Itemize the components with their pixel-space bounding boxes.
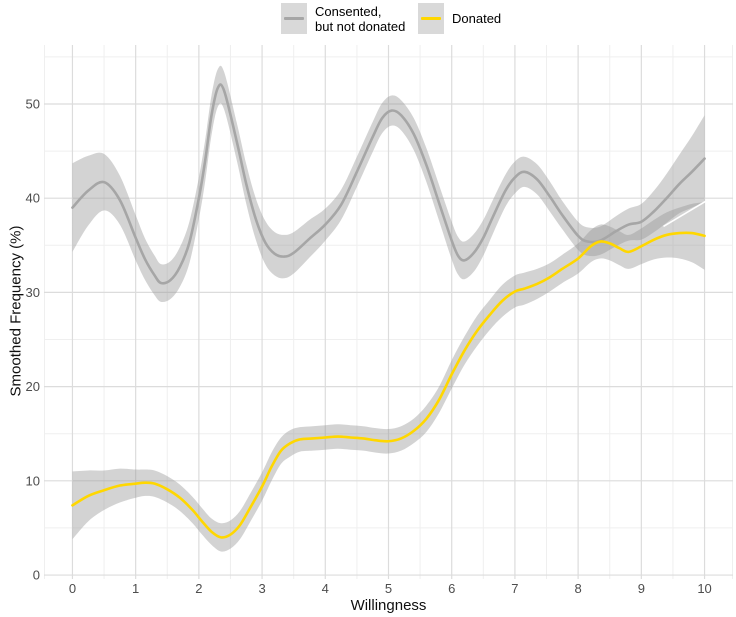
legend-key-donated xyxy=(418,3,444,34)
x-axis-title: Willingness xyxy=(350,597,427,614)
y-tick-label: 10 xyxy=(26,473,40,488)
legend-key-consented xyxy=(281,3,307,34)
smooth-line-consented xyxy=(71,83,706,285)
ribbon-edge-streak xyxy=(663,199,709,228)
x-tick-label: 9 xyxy=(638,581,645,596)
confidence-ribbon-consented xyxy=(72,65,705,303)
gray-line-icon xyxy=(284,17,304,20)
legend-label-consented: Consented, but not donated xyxy=(315,4,405,34)
legend-label-donated: Donated xyxy=(452,11,502,26)
y-tick-label: 50 xyxy=(26,96,40,111)
legend-item-consented: Consented, but not donated xyxy=(281,3,405,34)
smooth-line-donated xyxy=(71,231,706,539)
yellow-line-icon xyxy=(421,17,441,20)
y-axis-title: Smoothed Frequency (%) xyxy=(7,225,25,397)
legend-item-donated: Donated xyxy=(418,3,501,34)
x-tick-label: 7 xyxy=(511,581,518,596)
x-tick-label: 8 xyxy=(575,581,582,596)
legend-label-line2: but not donated xyxy=(315,18,406,34)
x-tick-label: 5 xyxy=(385,581,392,596)
y-tick-label: 40 xyxy=(26,191,40,206)
confidence-ribbon-donated xyxy=(72,201,705,552)
y-tick-label: 20 xyxy=(26,379,40,394)
legend-label-line1: Consented, xyxy=(315,3,382,19)
y-tick-label: 30 xyxy=(26,285,40,300)
x-tick-label: 1 xyxy=(132,581,139,596)
x-tick-label: 10 xyxy=(697,581,711,596)
x-tick-label: 6 xyxy=(448,581,455,596)
x-tick-label: 3 xyxy=(258,581,265,596)
x-tick-label: 0 xyxy=(69,581,76,596)
y-tick-label: 0 xyxy=(33,568,40,583)
x-tick-label: 2 xyxy=(195,581,202,596)
x-tick-label: 4 xyxy=(322,581,329,596)
